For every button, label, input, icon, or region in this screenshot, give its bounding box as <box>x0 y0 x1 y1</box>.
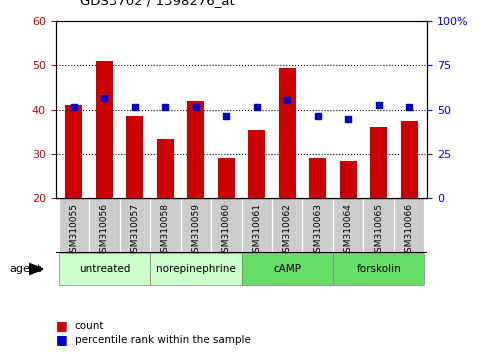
Text: percentile rank within the sample: percentile rank within the sample <box>75 335 251 345</box>
Bar <box>248 130 265 198</box>
Text: GSM310066: GSM310066 <box>405 202 413 258</box>
Bar <box>363 198 394 253</box>
Bar <box>211 198 242 253</box>
Text: ■: ■ <box>56 319 67 332</box>
Text: GDS3702 / 1398276_at: GDS3702 / 1398276_at <box>80 0 234 7</box>
Point <box>405 104 413 110</box>
Text: forskolin: forskolin <box>356 264 401 274</box>
Text: GSM310055: GSM310055 <box>70 202 78 258</box>
Point <box>70 104 78 110</box>
Bar <box>401 121 417 198</box>
Bar <box>394 198 425 253</box>
Bar <box>181 198 211 253</box>
Text: untreated: untreated <box>79 264 130 274</box>
Text: count: count <box>75 321 104 331</box>
Bar <box>150 198 181 253</box>
Point <box>100 96 108 101</box>
Text: GSM310063: GSM310063 <box>313 202 322 258</box>
Point <box>344 116 352 121</box>
Bar <box>272 198 302 253</box>
Point <box>192 104 199 110</box>
Bar <box>370 127 387 198</box>
Point <box>375 103 383 108</box>
Point <box>131 104 139 110</box>
Polygon shape <box>29 263 43 275</box>
Bar <box>58 198 89 253</box>
Bar <box>187 101 204 198</box>
Text: GSM310059: GSM310059 <box>191 202 200 258</box>
Text: norepinephrine: norepinephrine <box>156 264 236 274</box>
Text: cAMP: cAMP <box>273 264 301 274</box>
Text: GSM310061: GSM310061 <box>252 202 261 258</box>
Bar <box>242 198 272 253</box>
Bar <box>340 161 356 198</box>
Bar <box>150 253 242 285</box>
Point <box>253 104 261 110</box>
Bar <box>333 253 425 285</box>
Bar <box>218 159 235 198</box>
Text: GSM310062: GSM310062 <box>283 202 292 257</box>
Text: GSM310058: GSM310058 <box>161 202 170 258</box>
Text: ■: ■ <box>56 333 67 346</box>
Bar <box>120 198 150 253</box>
Bar <box>279 68 296 198</box>
Point <box>161 104 169 110</box>
Text: GSM310057: GSM310057 <box>130 202 139 258</box>
Bar <box>96 61 113 198</box>
Bar <box>309 159 326 198</box>
Text: GSM310060: GSM310060 <box>222 202 231 258</box>
Bar <box>58 253 150 285</box>
Text: agent: agent <box>10 264 42 274</box>
Point <box>284 97 291 103</box>
Bar <box>89 198 120 253</box>
Text: GSM310065: GSM310065 <box>374 202 383 258</box>
Bar <box>333 198 363 253</box>
Bar <box>242 253 333 285</box>
Bar <box>127 116 143 198</box>
Point <box>222 113 230 119</box>
Text: GSM310056: GSM310056 <box>100 202 109 258</box>
Point <box>314 113 322 119</box>
Bar <box>157 138 174 198</box>
Bar <box>302 198 333 253</box>
Text: GSM310064: GSM310064 <box>344 202 353 257</box>
Bar <box>66 105 82 198</box>
